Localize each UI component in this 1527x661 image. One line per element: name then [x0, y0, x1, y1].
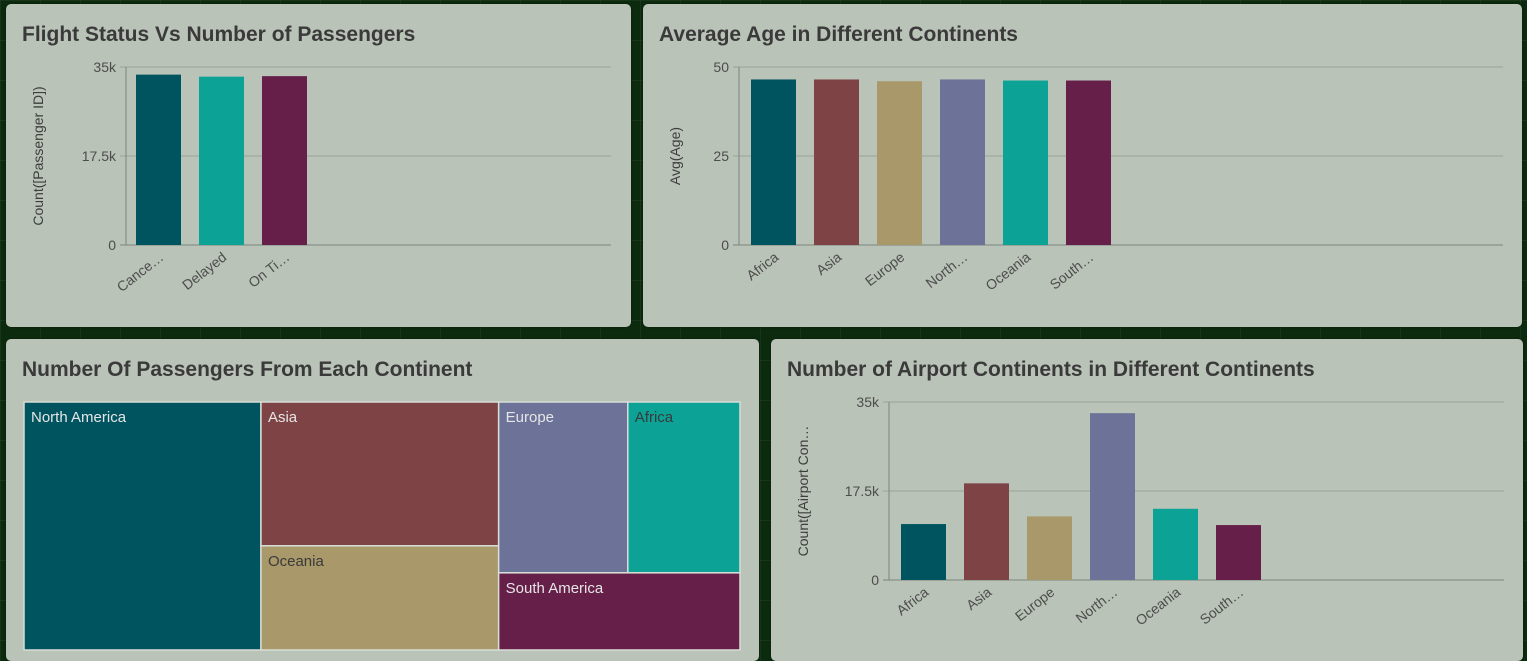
passengers-treemap-panel: Number Of Passengers From Each Continent… [6, 339, 759, 661]
x-tick-label: North… [922, 249, 970, 291]
bar[interactable] [1027, 516, 1072, 580]
y-axis-title: Avg(Age) [667, 127, 683, 185]
x-tick-label: Asia [813, 249, 844, 279]
x-tick-label: South… [1047, 249, 1097, 293]
airport-continents-chart: 0 17.5k 35k Count([Airport Con… Africa Asia Eu… [795, 394, 1504, 629]
treemap-cell[interactable] [260, 545, 500, 651]
treemap-cell[interactable] [23, 401, 262, 651]
treemap-cell[interactable] [497, 572, 741, 651]
bar[interactable] [1066, 80, 1111, 245]
y-tick-label: 25 [713, 148, 729, 164]
bar[interactable] [136, 74, 181, 245]
x-tick-label: Africa [893, 584, 931, 619]
bar[interactable] [877, 81, 922, 246]
treemap-cell[interactable] [497, 401, 629, 574]
flight-status-chart: 0 17.5k 35k Count([Passenger ID]) Cance… Dela… [30, 59, 611, 295]
x-tick-label: Oceania [1132, 584, 1183, 629]
bar[interactable] [199, 76, 244, 245]
avg-age-title: Average Age in Different Continents [659, 23, 1018, 46]
x-tick-label: Delayed [179, 249, 229, 293]
x-tick-label: North… [1072, 584, 1120, 626]
bar[interactable] [1216, 525, 1261, 580]
bar[interactable] [262, 76, 307, 245]
y-tick-label: 17.5k [845, 483, 880, 499]
bar[interactable] [751, 79, 796, 246]
treemap-label: Asia [268, 409, 298, 426]
bar[interactable] [1153, 508, 1198, 580]
y-tick-label: 0 [108, 237, 116, 253]
x-tick-label: Oceania [982, 249, 1033, 294]
bar[interactable] [940, 79, 985, 246]
treemap-cell[interactable] [260, 401, 500, 547]
treemap-label: Europe [506, 409, 554, 426]
passengers-treemap-title: Number Of Passengers From Each Continent [22, 358, 473, 381]
x-tick-label: Cance… [114, 249, 167, 295]
avg-age-panel: Average Age in Different Continents 0 25 5… [643, 4, 1522, 327]
treemap-label: South America [506, 580, 604, 597]
y-axis-title: Count([Airport Con… [795, 426, 811, 557]
x-tick-label: Europe [862, 249, 908, 290]
treemap-label: Africa [635, 409, 674, 426]
bar[interactable] [814, 79, 859, 246]
y-tick-label: 0 [721, 237, 729, 253]
bar[interactable] [901, 524, 946, 580]
treemap-label: North America [31, 409, 127, 426]
passengers-treemap-chart: North America Asia Oceania Europe Africa Sout… [23, 401, 741, 651]
x-tick-label: Europe [1012, 584, 1058, 625]
y-tick-label: 35k [856, 394, 880, 410]
y-tick-label: 0 [871, 572, 879, 588]
treemap-label: Oceania [268, 553, 325, 570]
x-tick-label: On Ti… [245, 249, 292, 291]
flight-status-panel: Flight Status Vs Number of Passengers 0 1… [6, 4, 631, 327]
y-axis-title: Count([Passenger ID]) [30, 86, 46, 225]
airport-continents-panel: Number of Airport Continents in Differen… [771, 339, 1523, 661]
x-tick-label: Africa [743, 249, 781, 284]
avg-age-chart: 0 25 50 Avg(Age) Africa Asia Europe North… Ocean… [667, 59, 1503, 294]
x-tick-label: Asia [963, 584, 994, 614]
y-tick-label: 50 [713, 59, 729, 75]
y-tick-label: 17.5k [82, 148, 117, 164]
x-tick-label: South… [1197, 584, 1247, 628]
airport-continents-title: Number of Airport Continents in Differen… [787, 358, 1315, 381]
bar[interactable] [1090, 413, 1135, 580]
bar[interactable] [964, 483, 1009, 580]
bar[interactable] [1003, 80, 1048, 245]
treemap-cell[interactable] [627, 401, 741, 574]
flight-status-title: Flight Status Vs Number of Passengers [22, 23, 416, 46]
y-tick-label: 35k [93, 59, 117, 75]
